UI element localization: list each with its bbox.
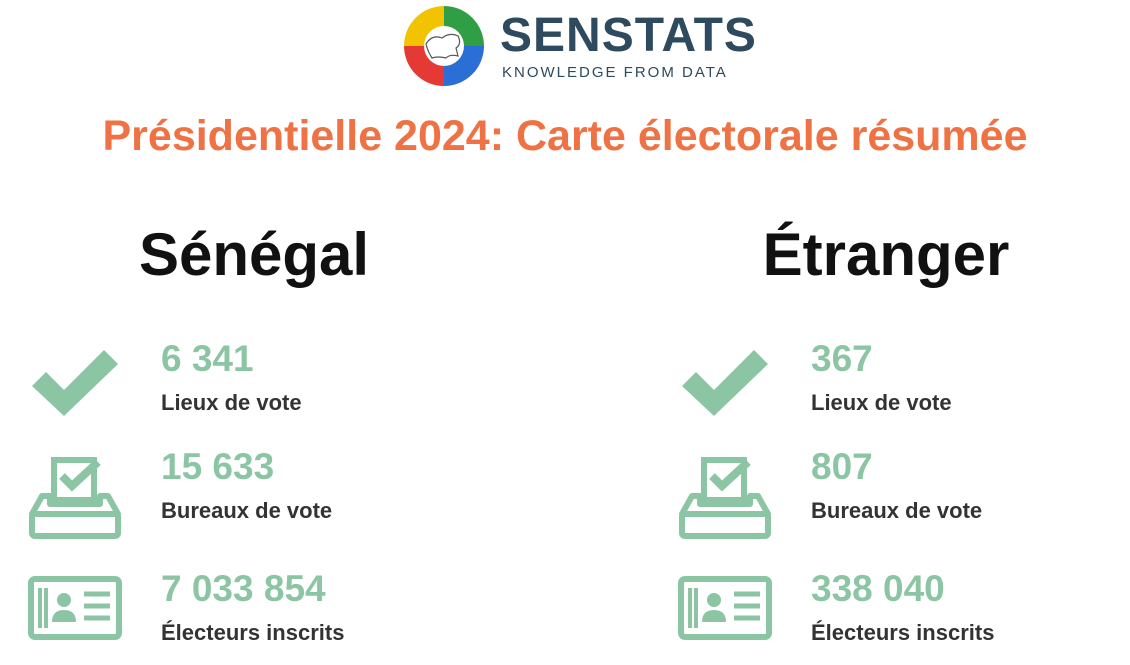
stat-label: Bureaux de vote <box>811 498 983 523</box>
stat-label: Bureaux de vote <box>161 498 333 523</box>
check-icon <box>682 350 768 416</box>
stat-registered-voters: 7 033 854 Électeurs inscrits <box>28 568 488 658</box>
stat-value: 7 033 854 <box>161 568 326 609</box>
stat-label: Lieux de vote <box>161 390 302 415</box>
stat-label: Électeurs inscrits <box>161 620 345 645</box>
ballot-box-icon <box>679 457 771 539</box>
logo: SENSTATS KNOWLEDGE FROM DATA <box>402 4 762 88</box>
stat-value: 367 <box>811 338 873 379</box>
voter-card-icon <box>28 576 122 640</box>
stat-value: 338 040 <box>811 568 945 609</box>
stat-polling-stations: 807 Bureaux de vote <box>678 446 1130 539</box>
stat-label: Électeurs inscrits <box>811 620 995 645</box>
stat-registered-voters: 338 040 Électeurs inscrits <box>678 568 1130 658</box>
stat-polling-places: 367 Lieux de vote <box>678 338 1130 428</box>
stat-value: 807 <box>811 446 873 487</box>
check-icon <box>32 350 118 416</box>
stat-polling-places: 6 341 Lieux de vote <box>28 338 488 428</box>
region-title: Étranger <box>762 221 1010 288</box>
stat-polling-stations: 15 633 Bureaux de vote <box>28 446 488 539</box>
voter-card-icon <box>678 576 772 640</box>
brand-name: SENSTATS <box>500 9 757 62</box>
ballot-box-icon <box>29 457 121 539</box>
stat-value: 6 341 <box>161 338 254 379</box>
region-title: Sénégal <box>138 221 370 288</box>
brand-tagline: KNOWLEDGE FROM DATA <box>502 64 728 81</box>
stat-value: 15 633 <box>161 446 275 487</box>
stat-label: Lieux de vote <box>811 390 952 415</box>
page-title: Présidentielle 2024: Carte électorale ré… <box>102 112 1028 160</box>
senstats-logo-icon <box>404 6 484 86</box>
